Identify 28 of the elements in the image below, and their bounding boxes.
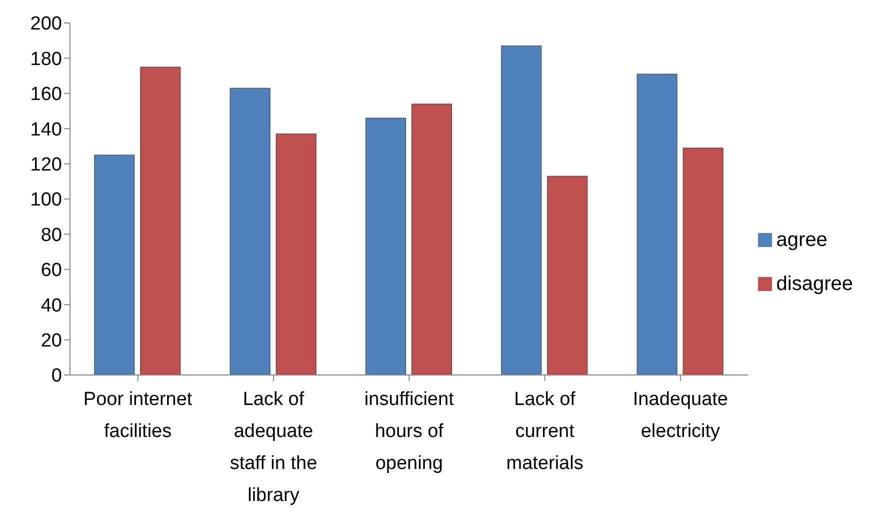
x-tick-label: Poor internet facilities [83,389,193,442]
bar [230,88,270,375]
y-tick-label: 180 [30,48,62,70]
legend-label: agree [776,228,828,250]
y-tick-label: 60 [40,260,62,282]
y-tick-label: 140 [30,119,62,140]
bar [140,66,181,375]
bar [501,46,542,375]
bar [276,134,316,375]
bar [547,176,588,375]
bar [411,104,452,375]
legend-label: disagree [776,272,853,294]
bar [682,148,724,375]
bar [365,118,406,375]
y-tick-label: 120 [30,154,62,176]
y-tick-label: 80 [40,224,62,246]
y-tick-label: 160 [30,84,62,106]
bar [636,74,678,375]
x-tick-label: Lack of current materials [506,389,584,474]
y-tick-label: 0 [51,366,62,387]
x-tick-label: Inadequate electricity [632,389,728,442]
y-tick-label: 20 [40,330,62,352]
x-tick-label: insufficient hours of opening [364,389,455,474]
x-tick-label: Lack of adequate staff in the library [230,389,318,506]
y-tick-label: 100 [30,190,62,211]
y-tick-label: 40 [40,295,62,316]
bar [94,154,135,375]
y-tick-label: 200 [30,14,62,35]
